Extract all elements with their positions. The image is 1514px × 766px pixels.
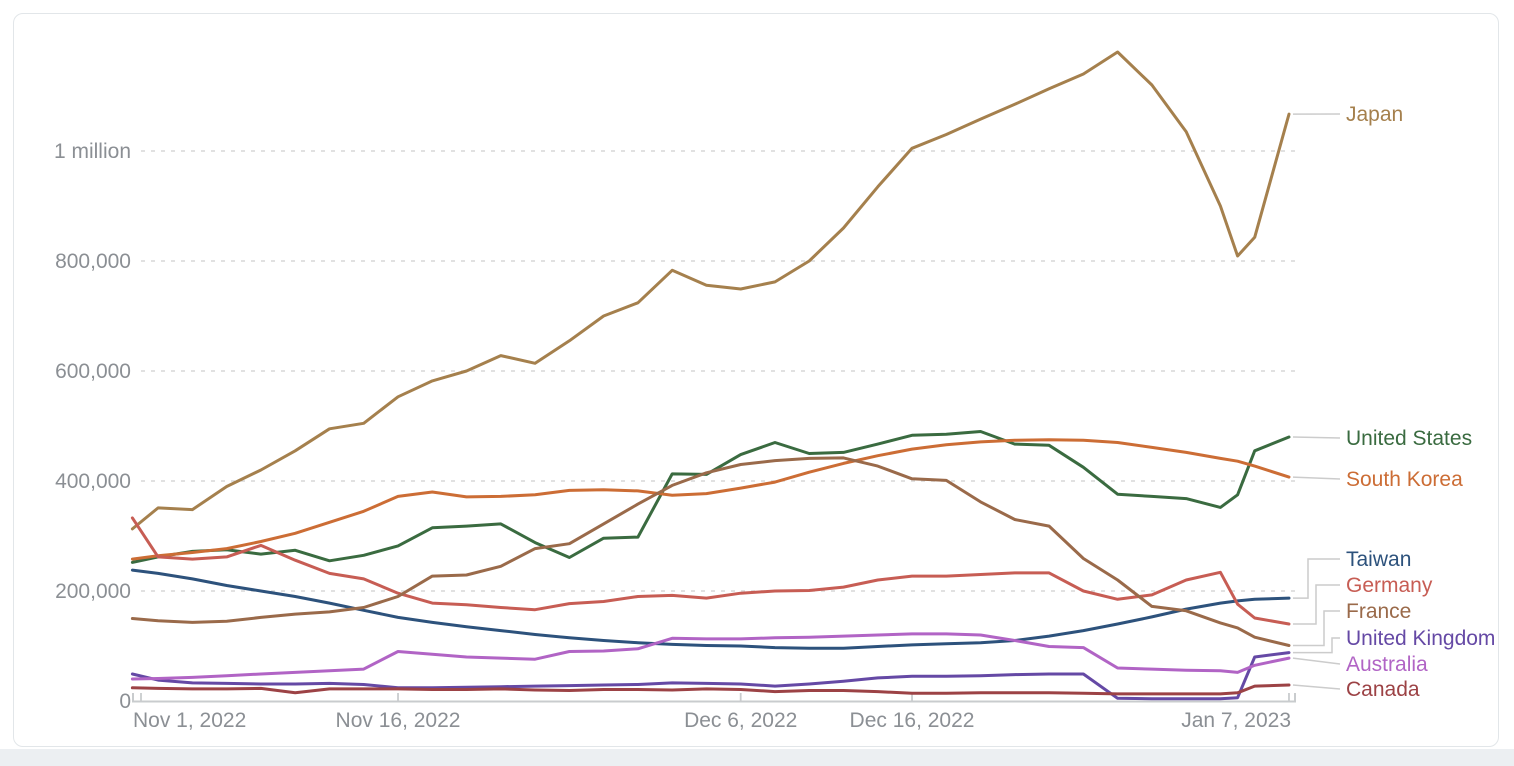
legend-connector-canada [1292,684,1341,690]
legend-connector-france [1292,610,1340,647]
series-line-france[interactable] [130,456,1291,647]
series-label-france[interactable]: France [1346,600,1411,623]
series-label-taiwan[interactable]: Taiwan [1346,548,1411,571]
page-footer-strip [0,749,1514,766]
x-axis-label-dec-16-2022: Dec 16, 2022 [850,709,975,732]
y-axis-label-400000: 400,000 [55,470,131,493]
legend-connector-united-kingdom [1292,637,1340,654]
y-axis-label-200000: 200,000 [55,580,131,603]
series-line-canada[interactable] [130,683,1291,696]
legend-connector-taiwan [1292,558,1340,599]
legend-connector-germany [1292,584,1340,625]
series-line-germany[interactable] [130,516,1291,626]
series-lines [130,50,1291,701]
chart-card: 0 200,000 400,000 600,000 800,000 1 million No… [13,13,1499,747]
y-axis-label-600000: 600,000 [55,360,131,383]
series-line-united-kingdom[interactable] [130,651,1291,701]
legend-connector-united-states [1292,436,1341,439]
x-axis-label-jan-7-2023: Jan 7, 2023 [1181,709,1291,732]
series-line-south-korea[interactable] [130,438,1291,561]
x-axis-label-nov-16-2022: Nov 16, 2022 [336,709,461,732]
series-label-japan[interactable]: Japan [1346,103,1403,126]
series-line-taiwan[interactable] [130,568,1291,650]
series-line-united-states[interactable] [130,430,1291,564]
series-label-south-korea[interactable]: South Korea [1346,468,1463,491]
x-axis-label-dec-6-2022: Dec 6, 2022 [684,709,797,732]
series-label-united-kingdom[interactable]: United Kingdom [1346,627,1495,650]
legend-connector-australia [1292,657,1341,665]
series-label-australia[interactable]: Australia [1346,653,1428,676]
x-axis: Nov 1, 2022 Nov 16, 2022 Dec 6, 2022 Dec 16… [132,693,1296,732]
y-axis-label-0: 0 [119,690,131,713]
y-axis-label-800000: 800,000 [55,250,131,273]
legend-connector-south-korea [1292,476,1341,480]
series-label-canada[interactable]: Canada [1346,678,1420,701]
series-line-australia[interactable] [130,632,1291,681]
y-axis-label-1000000: 1 million [54,140,131,163]
series-label-united-states[interactable]: United States [1346,427,1472,450]
gridlines: 0 200,000 400,000 600,000 800,000 1 million [54,140,1296,713]
x-axis-label-nov-1-2022: Nov 1, 2022 [133,709,246,732]
line-chart[interactable]: 0 200,000 400,000 600,000 800,000 1 million No… [14,14,1499,747]
series-legend: Japan United States South Korea Taiwan Germa… [1292,103,1495,701]
series-line-japan[interactable] [130,50,1291,531]
series-label-germany[interactable]: Germany [1346,574,1433,597]
